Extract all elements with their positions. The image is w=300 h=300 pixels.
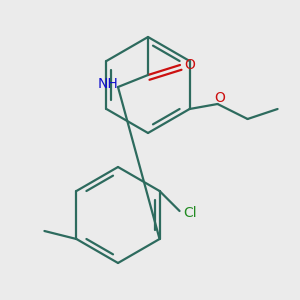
Text: NH: NH	[98, 77, 118, 91]
Text: O: O	[214, 91, 225, 105]
Text: O: O	[184, 58, 195, 72]
Text: Cl: Cl	[183, 206, 196, 220]
